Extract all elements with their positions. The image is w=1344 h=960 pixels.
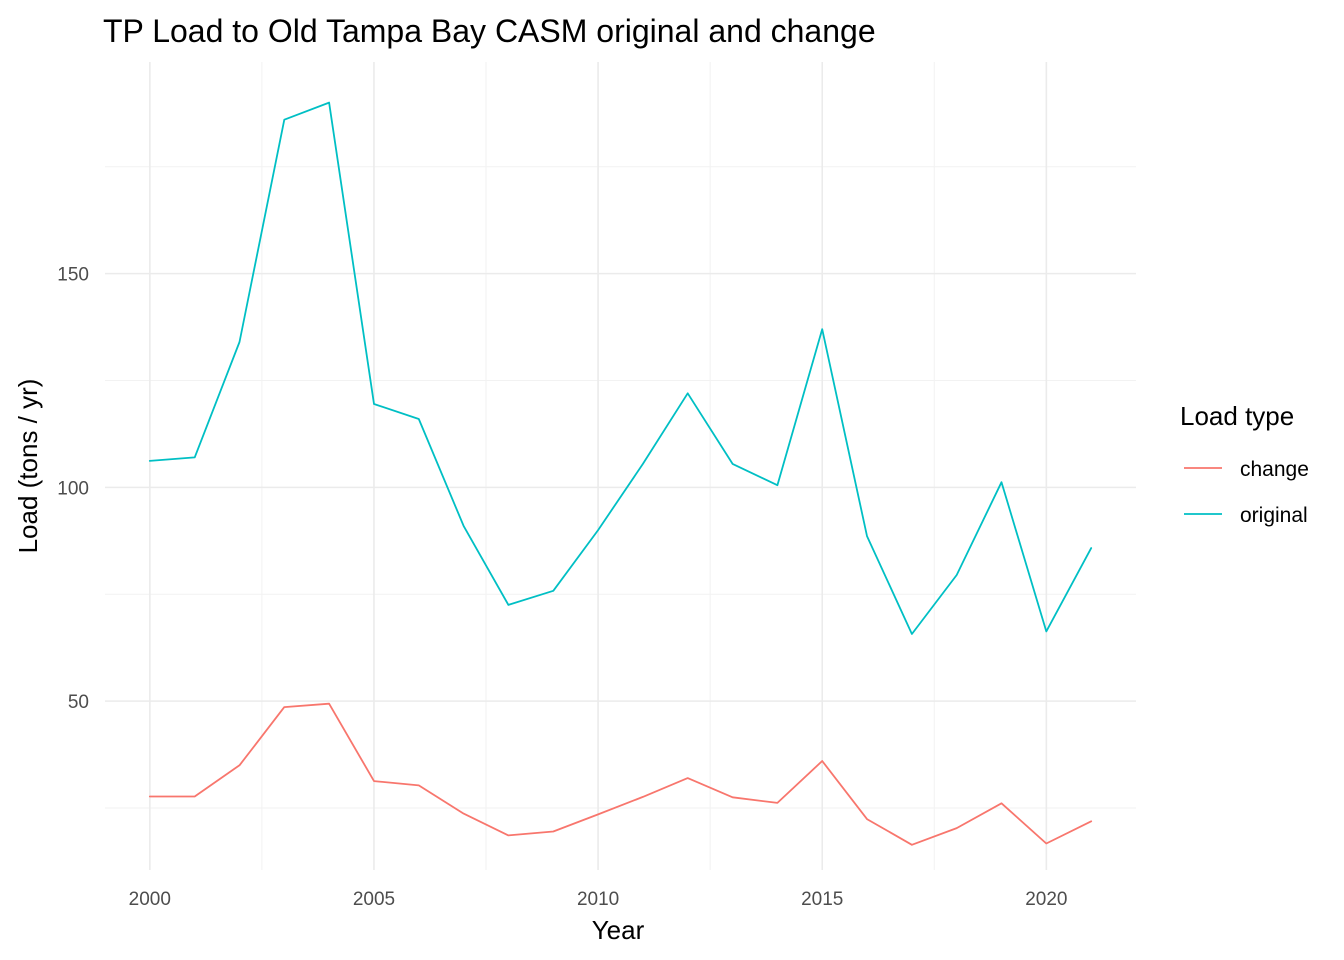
legend-label-change: change [1240, 458, 1309, 481]
series-line-original [148, 101, 1093, 635]
grid-lines [105, 62, 1136, 870]
legend-title: Load type [1180, 401, 1294, 431]
legend-label-original: original [1240, 504, 1308, 527]
y-tick-label: 100 [57, 478, 89, 499]
x-axis-ticks: 2000 2005 2010 2015 2020 [129, 889, 1068, 910]
series-lines [148, 101, 1093, 846]
y-tick-label: 150 [57, 265, 89, 286]
legend: Load type change original [1180, 401, 1309, 527]
y-tick-label: 50 [68, 692, 89, 713]
x-tick-label: 2015 [801, 889, 843, 910]
legend-item-change: change [1184, 458, 1309, 481]
y-axis-title: Load (tons / yr) [13, 379, 43, 554]
chart-title: TP Load to Old Tampa Bay CASM original a… [103, 13, 876, 49]
legend-item-original: original [1184, 504, 1308, 527]
series-line-change [148, 702, 1093, 846]
y-axis-ticks: 50 100 150 [57, 265, 89, 714]
x-tick-label: 2000 [129, 889, 171, 910]
x-tick-label: 2020 [1025, 889, 1067, 910]
x-tick-label: 2005 [353, 889, 395, 910]
x-tick-label: 2010 [577, 889, 619, 910]
x-axis-title: Year [592, 915, 645, 945]
